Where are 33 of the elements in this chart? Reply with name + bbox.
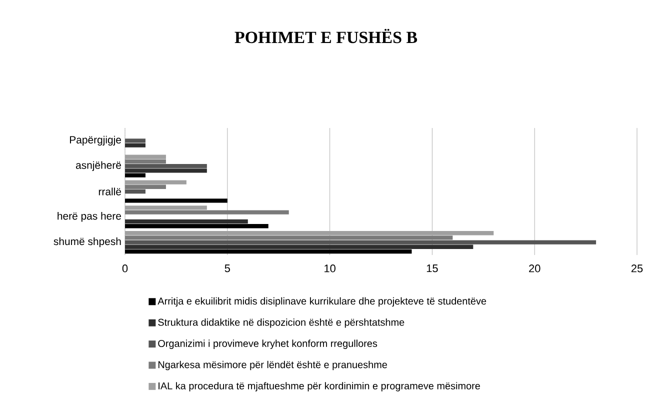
bar [125, 219, 248, 224]
bar [125, 173, 146, 178]
y-tick-label: asnjëherë [76, 161, 121, 171]
bar [125, 210, 289, 214]
bar [125, 143, 146, 148]
legend-label: Struktura didaktike në dispozicion është e përshtatshme [158, 318, 404, 328]
bar [125, 236, 453, 240]
bar [125, 224, 268, 228]
x-tick-label: 10 [324, 264, 336, 272]
y-tick-label: rrallë [98, 188, 122, 196]
bar [125, 138, 146, 143]
x-tick-label: 25 [631, 264, 643, 272]
bar [125, 244, 474, 249]
legend-label: IAL ka procedura të mjaftueshme për kordinimin e programeve mësimore [158, 382, 480, 392]
bar [125, 240, 596, 244]
bar [125, 184, 166, 190]
bar [125, 249, 412, 254]
x-tick-label: 15 [426, 264, 438, 272]
bar [125, 164, 207, 168]
legend-label: Ngarkesa mësimore për lëndët është e pranueshme [158, 360, 387, 370]
bar [125, 168, 207, 173]
x-tick-label: 5 [224, 264, 230, 272]
legend-label: Arritja e ekuilibrit midis disiplinave kurrikulare dhe projekteve të studentëve [158, 297, 486, 307]
bar [125, 189, 146, 194]
y-tick-label: herë pas here [58, 212, 121, 222]
y-tick-label: shumë shpesh [54, 237, 121, 248]
legend-label: Organizimi i provimeve kryhet konform rregullores [158, 340, 378, 349]
y-tick-label: Papërgjigje [70, 136, 121, 146]
x-tick-label: 20 [529, 264, 540, 272]
bar [125, 159, 166, 164]
x-tick-label: 0 [122, 264, 128, 272]
bar [125, 198, 228, 203]
chart-title: POHIMET E FUSHËS B [234, 28, 418, 44]
